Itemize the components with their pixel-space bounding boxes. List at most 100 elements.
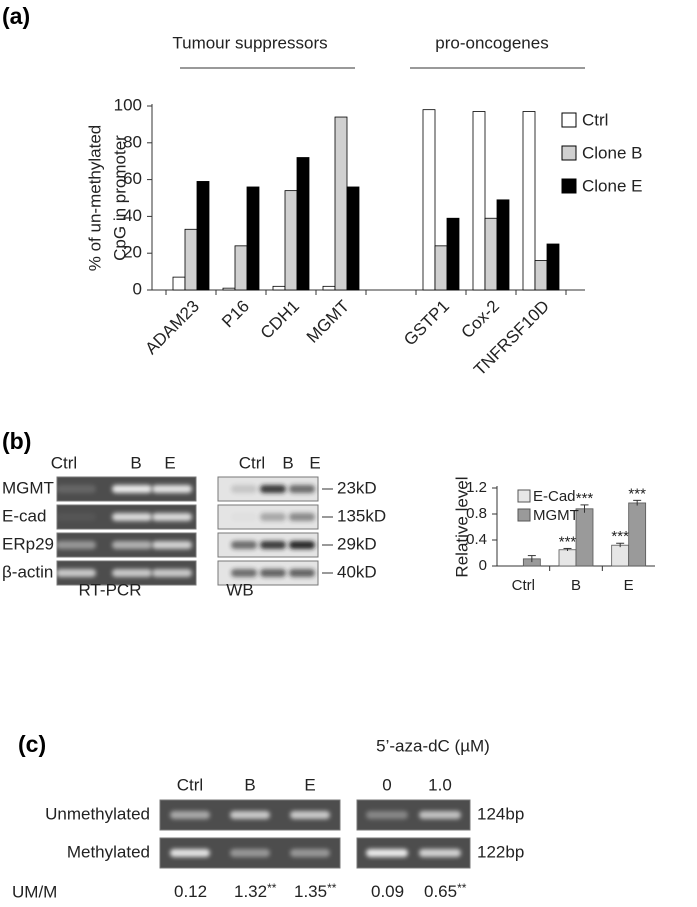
gel-band xyxy=(152,569,192,577)
lane-label: Ctrl xyxy=(51,453,77,472)
gel-band xyxy=(289,541,315,549)
gel-band xyxy=(231,569,257,577)
lane-label: Ctrl xyxy=(239,453,265,472)
gel-band xyxy=(56,541,96,549)
legend-swatch xyxy=(517,489,531,503)
bar xyxy=(522,111,536,291)
y-tick-label: 40 xyxy=(123,206,142,225)
legend-swatch xyxy=(561,178,577,194)
y-tick-label: 1.2 xyxy=(466,479,487,496)
gel-band xyxy=(230,849,270,857)
gel-band xyxy=(56,569,96,577)
legend-label: Clone E xyxy=(582,176,642,195)
size-label: 122bp xyxy=(477,842,524,861)
gel-band xyxy=(419,811,461,819)
bar xyxy=(172,276,186,291)
row-label: Unmethylated xyxy=(45,804,150,823)
bar xyxy=(246,186,260,291)
panel-label: (b) xyxy=(2,428,31,454)
bar xyxy=(346,186,360,291)
y-tick-label: 0 xyxy=(479,557,487,574)
ratio-value: 0.09 xyxy=(371,882,404,901)
legend-label: Clone B xyxy=(582,143,642,162)
gel-band xyxy=(112,569,152,577)
bar xyxy=(484,217,498,291)
bar xyxy=(272,285,286,291)
y-tick-label: 0.4 xyxy=(466,531,487,548)
x-tick-label: P16 xyxy=(218,297,253,332)
y-axis-label: Relative level xyxy=(452,476,471,577)
lane-label: E xyxy=(309,453,320,472)
bar xyxy=(628,502,647,567)
legend-swatch xyxy=(517,508,531,522)
ratio-label: UM/M xyxy=(12,882,57,901)
x-tick-label: Ctrl xyxy=(512,577,535,594)
gel-band xyxy=(289,485,315,493)
row-label: β-actin xyxy=(2,562,53,581)
x-tick-label: E xyxy=(624,577,634,594)
gel-band xyxy=(152,541,192,549)
significance: *** xyxy=(559,533,577,550)
significance: ** xyxy=(457,881,467,895)
bar xyxy=(296,157,310,291)
bar xyxy=(184,228,198,291)
x-tick-label: GSTP1 xyxy=(400,297,453,350)
gel-band xyxy=(56,485,96,493)
bar xyxy=(546,243,560,291)
lane-label: 0 xyxy=(382,775,391,794)
gel-band xyxy=(112,541,152,549)
lane-label: B xyxy=(282,453,293,472)
bar xyxy=(422,109,436,291)
legend-swatch xyxy=(561,112,577,128)
y-tick-label: 80 xyxy=(123,132,142,151)
significance: *** xyxy=(611,528,629,545)
gel-band xyxy=(230,811,270,819)
gel-band xyxy=(260,541,286,549)
ratio: 0.09 xyxy=(371,882,404,901)
panel-label: (a) xyxy=(2,3,30,29)
significance: *** xyxy=(576,490,594,507)
gel-band xyxy=(112,485,152,493)
size-label: 40kD xyxy=(337,562,377,581)
gel-band xyxy=(56,513,96,521)
significance: *** xyxy=(628,485,646,502)
legend-label: Ctrl xyxy=(582,110,608,129)
legend-label: E-Cad xyxy=(533,488,576,505)
y-tick-label: 100 xyxy=(114,95,142,114)
row-label: ERp29 xyxy=(2,534,54,553)
ratio-value: 1.32 xyxy=(234,882,267,901)
gel-band xyxy=(366,811,408,819)
bar xyxy=(322,285,336,291)
legend-swatch xyxy=(561,145,577,161)
y-axis-label: CpG in promoter xyxy=(110,135,129,261)
ratio: 0.12 xyxy=(174,882,207,901)
gel-band xyxy=(231,485,257,493)
significance: ** xyxy=(267,881,277,895)
y-tick-label: 0.8 xyxy=(466,505,487,522)
lane-label: B xyxy=(130,453,141,472)
bar xyxy=(496,199,510,291)
gel-band xyxy=(290,849,330,857)
gel-band xyxy=(260,569,286,577)
ratio: 1.32** xyxy=(234,881,277,901)
bar xyxy=(534,260,548,291)
row-label: Methylated xyxy=(67,842,150,861)
gel-caption: WB xyxy=(226,580,253,599)
gel-band xyxy=(170,811,210,819)
bar xyxy=(334,116,348,291)
y-tick-label: 20 xyxy=(123,243,142,262)
lane-label: E xyxy=(304,775,315,794)
panel-label: (c) xyxy=(18,731,46,757)
gel-band xyxy=(289,513,315,521)
bar xyxy=(472,111,486,291)
lane-label: Ctrl xyxy=(177,775,203,794)
bar xyxy=(611,544,630,567)
significance: ** xyxy=(327,881,337,895)
lane-label: 1.0 xyxy=(428,775,452,794)
size-label: 23kD xyxy=(337,478,377,497)
gel-band xyxy=(290,811,330,819)
x-tick-label: ADAM23 xyxy=(141,297,203,359)
gel-band xyxy=(152,513,192,521)
size-label: 124bp xyxy=(477,804,524,823)
